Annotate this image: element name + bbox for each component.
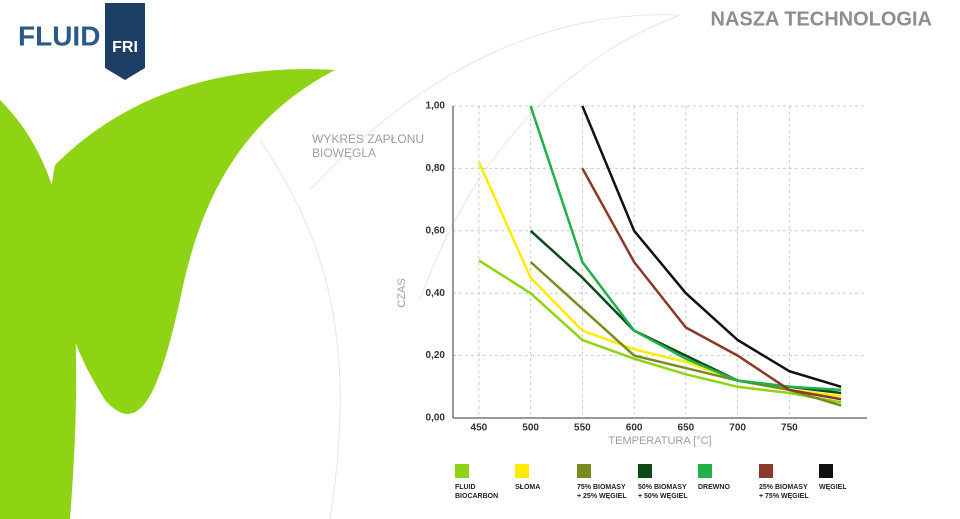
- y-tick-label: 0,40: [426, 288, 446, 299]
- y-axis-label: CZAS: [396, 278, 408, 307]
- legend-label: 25% BIOMASY + 75% WĘGIEL: [759, 484, 809, 500]
- y-tick-label: 0,20: [426, 350, 446, 361]
- series-line: [581, 105, 842, 388]
- series-line: [581, 167, 842, 401]
- leaf: [50, 69, 336, 414]
- logo-fri: FRI: [112, 39, 138, 56]
- x-tick-label: 600: [626, 423, 643, 434]
- series-line: [478, 259, 842, 404]
- logo-badge: [105, 3, 145, 80]
- legend-swatch: [638, 464, 652, 478]
- legend-label: WĘGIEL: [819, 484, 847, 491]
- x-tick-label: 450: [471, 423, 488, 434]
- y-tick-label: 0,00: [426, 413, 446, 424]
- page-title: NASZA TECHNOLOGIA: [711, 8, 932, 30]
- legend-swatch: [455, 464, 469, 478]
- legend-label: SŁOMA: [515, 484, 541, 491]
- chart-title: WYKRES ZAPŁONU BIOWĘGLA: [312, 132, 425, 160]
- logo-fluid: FLUID: [18, 20, 100, 51]
- x-tick-label: 650: [678, 423, 695, 434]
- legend-swatch: [515, 464, 529, 478]
- legend-label: DREWNO: [698, 484, 730, 491]
- legend-label: 50% BIOMASY + 50% WĘGIEL: [638, 484, 688, 500]
- x-tick-label: 750: [781, 423, 798, 434]
- legend-label: 75% BIOMASY + 25% WĘGIEL: [577, 484, 627, 500]
- legend-swatch: [819, 464, 833, 478]
- series-line: [529, 105, 842, 392]
- x-axis-label: TEMPERATURA [°C]: [608, 435, 711, 447]
- legend-swatch: [577, 464, 591, 478]
- x-tick-label: 500: [522, 423, 539, 434]
- leaf-outline: [309, 14, 681, 301]
- x-tick-label: 700: [729, 423, 746, 434]
- leaf-outline: [259, 139, 341, 519]
- legend-label: FLUID BIOCARBON: [455, 484, 499, 500]
- y-tick-label: 1,00: [426, 101, 446, 112]
- legend-swatch: [759, 464, 773, 478]
- y-tick-label: 0,80: [426, 163, 446, 174]
- x-tick-label: 550: [574, 423, 591, 434]
- y-tick-label: 0,60: [426, 225, 446, 236]
- legend-swatch: [698, 464, 712, 478]
